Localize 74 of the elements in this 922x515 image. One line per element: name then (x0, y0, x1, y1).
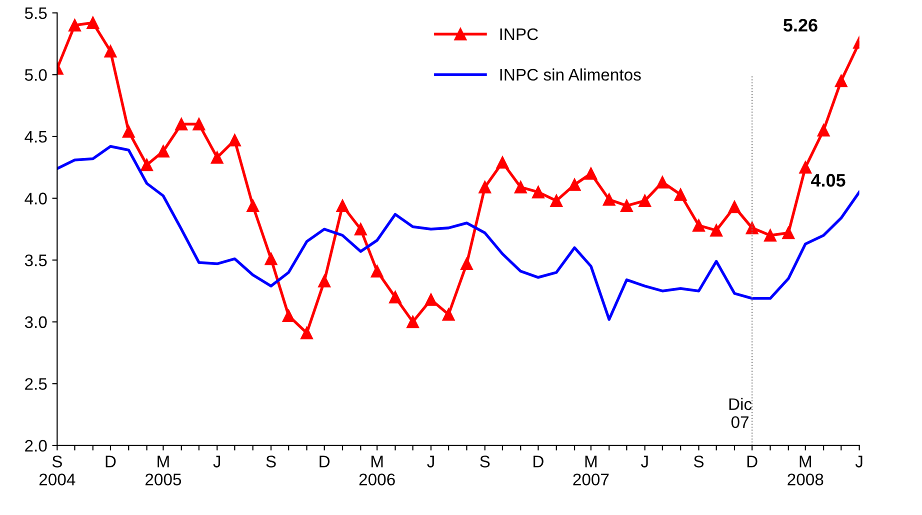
y-tick-label: 2.0 (25, 440, 47, 452)
x-tick-label: J (855, 456, 862, 468)
y-tick-label: 2.5 (25, 378, 47, 390)
point (550, 194, 563, 207)
point (318, 274, 331, 288)
annotation: 5.26 (783, 18, 818, 32)
y-tick-label: 4.0 (24, 192, 47, 204)
x-tick-label: J (427, 456, 434, 468)
point (442, 308, 455, 321)
x-tick-label: M 2005 (146, 456, 182, 486)
point (175, 118, 188, 130)
point (246, 199, 260, 212)
point (210, 151, 224, 164)
point (817, 124, 830, 137)
x-tick-label: J (213, 456, 220, 468)
point (568, 178, 581, 191)
point (370, 264, 384, 278)
x-tick-label: S (694, 456, 704, 468)
point (532, 186, 544, 198)
point (799, 161, 812, 174)
point (122, 125, 135, 138)
point (656, 176, 669, 188)
point (478, 180, 492, 194)
point (424, 293, 438, 306)
point (282, 309, 295, 322)
point (782, 226, 795, 240)
point (692, 219, 706, 232)
x-tick-label: D (106, 456, 116, 468)
x-tick-label: M 2007 (573, 456, 609, 486)
point (638, 194, 652, 207)
x-tick-label: J (640, 456, 648, 468)
point (156, 145, 170, 158)
point (584, 167, 598, 180)
x-tick-label: S (266, 456, 276, 468)
y-tick-label: 5.0 (24, 69, 47, 81)
y-tick-label: 5.5 (24, 7, 47, 20)
point (406, 316, 420, 328)
point (496, 156, 509, 169)
point (228, 134, 241, 146)
point (104, 44, 117, 58)
point (602, 193, 616, 206)
point (68, 18, 81, 32)
line-series (57, 144, 860, 321)
point (388, 290, 402, 304)
point (86, 16, 100, 30)
point (764, 229, 776, 242)
legend-label: INPC sin Alimentos (500, 68, 641, 81)
x-tick-label: S (480, 456, 490, 468)
point (460, 258, 473, 270)
point (710, 224, 723, 237)
point (140, 158, 154, 172)
x-tick-label: M 2008 (788, 456, 824, 486)
point (728, 200, 741, 214)
point (620, 199, 633, 212)
x-tick-label: D (320, 456, 330, 468)
point (336, 199, 349, 212)
point (674, 188, 687, 201)
y-tick-label: 4.5 (24, 131, 47, 143)
x-tick-label: D (534, 456, 544, 468)
y-tick-label: 3.5 (24, 254, 47, 266)
legend-label: INPC (500, 28, 538, 40)
annotation: 4.05 (810, 174, 846, 187)
point (300, 326, 314, 340)
point (354, 222, 367, 236)
point (746, 222, 758, 234)
x-tick-label: D (747, 456, 758, 468)
x-tick-label: M 2006 (359, 456, 395, 486)
y-tick-label: 3.0 (24, 316, 47, 328)
x-tick-label: S 2004 (39, 456, 76, 486)
point (264, 252, 278, 266)
point (192, 118, 206, 130)
point (514, 180, 527, 194)
point (834, 74, 848, 88)
ref-line-label: Dic 07 (729, 398, 752, 428)
